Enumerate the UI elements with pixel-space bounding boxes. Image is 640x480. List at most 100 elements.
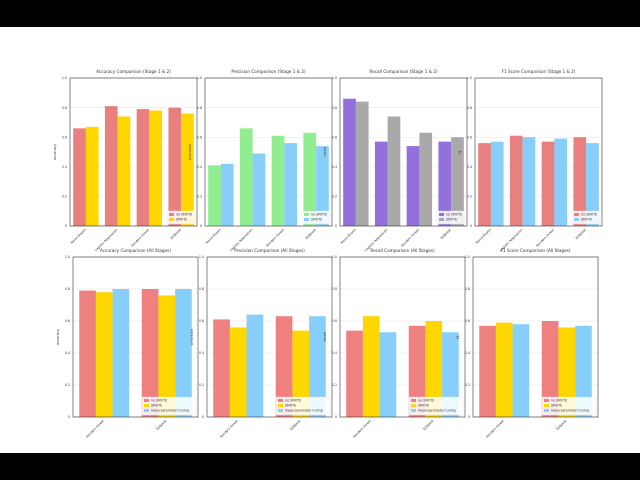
y-axis-label: precision [188,144,192,160]
legend-label: SMOTE [176,218,187,222]
legend-label: no SMOTE [551,399,567,403]
y-tick-label: 1.0 [332,255,337,259]
x-tick-label: XGBoost [574,227,587,240]
legend-swatch [278,404,283,407]
y-axis-label: accuracy [56,328,60,345]
bar-random-forest-smote [149,110,163,226]
x-tick-label: XGBoost [555,418,568,431]
x-tick-label: Naive Bayes [205,228,222,245]
bar-random-forest-smote [95,292,113,417]
bar-xgboost-smote [316,146,329,226]
legend-swatch [544,404,549,407]
x-tick-label: XGBoost [169,227,182,240]
y-tick-label: 0 [202,415,204,419]
bar-xgboost-smote [586,143,599,226]
bar-random-forest-hyperparameter-tuning [379,332,397,417]
x-tick-label: Random Forest [265,227,285,247]
chart-title: Precision Comparison (Stage 1 & 2) [231,69,306,74]
chart-title: F1 Score Comparison (Stage 1 & 2) [502,69,576,74]
bar-xgboost-hyperparameter-tuning [175,289,192,417]
x-tick-label: Random Forest [485,418,505,438]
y-axis-label: f1 [458,150,462,154]
chart-title: Recall Comparison (All Stages) [370,248,435,253]
legend-swatch [144,404,149,407]
bar-naive-bayes-smote [85,126,99,226]
y-tick-label: 0.6 [465,319,470,323]
bar-naive-bayes-no-smote [208,165,221,226]
y-tick-label: 1.0 [467,76,472,80]
x-tick-label: XGBoost [289,418,302,431]
legend-swatch [411,404,416,407]
chart-3: Recall Comparison (Stage 1 & 2) recall 0 0.… [323,69,468,252]
bar-xgboost-hyperparameter-tuning [575,325,592,417]
x-tick-label: Random Forest [130,227,150,247]
y-tick-label: 0.6 [199,319,204,323]
plot-frame [339,256,466,418]
y-tick-label: 0.6 [332,135,337,139]
legend-label: SMOTE [151,404,162,408]
y-tick-label: 0 [200,224,202,228]
legend-swatch [544,409,549,412]
legend-swatch [144,399,149,402]
bar-xgboost-smote [158,295,176,417]
bar-naive-bayes-smote [355,101,369,226]
legend-label: SMOTE [418,404,429,408]
bar-xgboost-no-smote [541,321,559,417]
legend-label: no SMOTE [151,399,167,403]
y-tick-label: 0.4 [65,351,70,355]
y-tick-label: 0.2 [65,383,70,387]
bar-random-forest-no-smote [213,319,230,417]
plot-frame [206,256,333,418]
bar-naive-bayes-smote [490,141,504,226]
legend-swatch [304,218,309,221]
y-tick-label: 0.8 [199,287,204,291]
bar-logistic-regression-no-smote [239,128,253,226]
plot-frame [69,77,198,227]
x-tick-label: Naive Bayes [340,228,357,245]
bar-xgboost-no-smote [275,316,293,417]
legend-label: no SMOTE [446,213,462,217]
y-tick-label: 1.0 [465,255,470,259]
bar-random-forest-smote [229,327,247,417]
chart-6: Precision Comparison (All Stages) precisi… [190,248,333,439]
y-axis-label: recall [323,147,327,157]
bar-xgboost-smote [558,327,576,417]
x-tick-label: Naive Bayes [70,228,87,245]
y-tick-label: 0.8 [332,287,337,291]
legend-label: Hyperparameter tuning [151,409,189,413]
bar-random-forest-no-smote [346,330,363,417]
y-tick-label: 1.0 [197,76,202,80]
y-tick-label: 0.2 [197,195,202,199]
y-tick-label: 0.2 [199,383,204,387]
legend-label: no SMOTE [285,399,301,403]
bar-xgboost-smote [181,113,194,226]
bar-xgboost-no-smote [141,289,159,417]
bar-xgboost-smote [425,321,443,417]
plot-frame [472,256,599,418]
chart-title: Recall Comparison (Stage 1 & 2) [369,69,438,74]
chart-title: F1 Score Comparison (All Stages) [501,248,571,253]
legend-label: no SMOTE [311,213,327,217]
bar-logistic-regression-smote [387,116,401,226]
bar-random-forest-no-smote [271,135,285,226]
chart-title: Accuracy Comparison (Stage 1 & 2) [96,69,171,74]
y-tick-label: 0 [335,415,337,419]
y-tick-label: 0.2 [467,195,472,199]
plot-frame [204,77,333,227]
bar-random-forest-no-smote [541,141,555,226]
y-axis-label: accuracy [53,143,57,160]
bar-naive-bayes-no-smote [343,98,356,226]
y-tick-label: 0.2 [465,383,470,387]
legend-swatch [574,213,579,216]
x-tick-label: Random Forest [535,227,555,247]
x-tick-label: XGBoost [422,418,435,431]
legend-swatch [144,409,149,412]
chart-grid: Accuracy Comparison (Stage 1 & 2) accurac… [53,69,603,439]
plot-frame [72,256,199,418]
bar-logistic-regression-smote [252,153,266,226]
legend-label: no SMOTE [581,213,597,217]
chart-4: F1 Score Comparison (Stage 1 & 2) f1 0 0.2 0… [458,69,603,252]
y-tick-label: 0.4 [199,351,204,355]
